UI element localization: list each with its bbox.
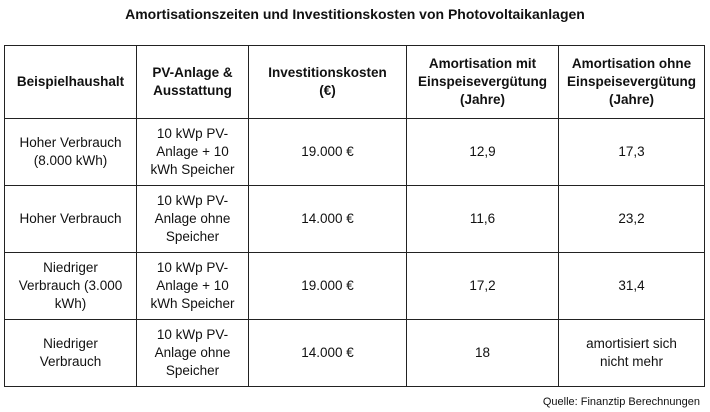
header-beispielhaushalt: Beispielhaushalt [4,45,137,119]
cell-pv-system: 10 kWp PV- Anlage + 10 kWh Speicher [136,118,249,186]
header-pv-anlage: PV-Anlage & Ausstattung [136,45,249,119]
source-note: Quelle: Finanztip Berechnungen [542,396,700,408]
cell-amortization-with: 12,9 [406,118,559,186]
amortization-table: Beispielhaushalt PV-Anlage & Ausstattung… [4,45,705,387]
cell-amortization-without: 31,4 [558,252,705,320]
cell-investment: 14.000 € [248,185,407,253]
cell-household: Hoher Verbrauch [4,185,137,253]
cell-investment: 19.000 € [248,118,407,186]
cell-investment: 19.000 € [248,252,407,320]
cell-amortization-with: 18 [406,319,559,387]
table-row: Hoher Verbrauch (8.000 kWh) 10 kWp PV- A… [4,118,705,186]
cell-amortization-without: 17,3 [558,118,705,186]
table-row: Hoher Verbrauch 10 kWp PV- Anlage ohne S… [4,185,705,253]
page-title: Amortisationszeiten und Investitionskost… [125,6,585,22]
table-row: Niedriger Verbrauch (3.000 kWh) 10 kWp P… [4,252,705,320]
cell-amortization-without: 23,2 [558,185,705,253]
cell-amortization-without: amortisiert sich nicht mehr [558,319,705,387]
cell-pv-system: 10 kWp PV- Anlage ohne Speicher [136,185,249,253]
cell-amortization-with: 17,2 [406,252,559,320]
cell-amortization-with: 11,6 [406,185,559,253]
cell-pv-system: 10 kWp PV- Anlage ohne Speicher [136,319,249,387]
cell-household: Niedriger Verbrauch (3.000 kWh) [4,252,137,320]
cell-household: Hoher Verbrauch (8.000 kWh) [4,118,137,186]
cell-household: Niedriger Verbrauch [4,319,137,387]
header-investitionskosten: Investitionskosten (€) [248,45,407,119]
table-row: Niedriger Verbrauch 10 kWp PV- Anlage oh… [4,319,705,387]
table-header-row: Beispielhaushalt PV-Anlage & Ausstattung… [4,45,705,119]
cell-investment: 14.000 € [248,319,407,387]
header-amortisation-mit: Amortisation mit Einspeisevergütung (Jah… [406,45,559,119]
cell-pv-system: 10 kWp PV- Anlage + 10 kWh Speicher [136,252,249,320]
header-amortisation-ohne: Amortisation ohne Einspeisevergütung (Ja… [558,45,705,119]
